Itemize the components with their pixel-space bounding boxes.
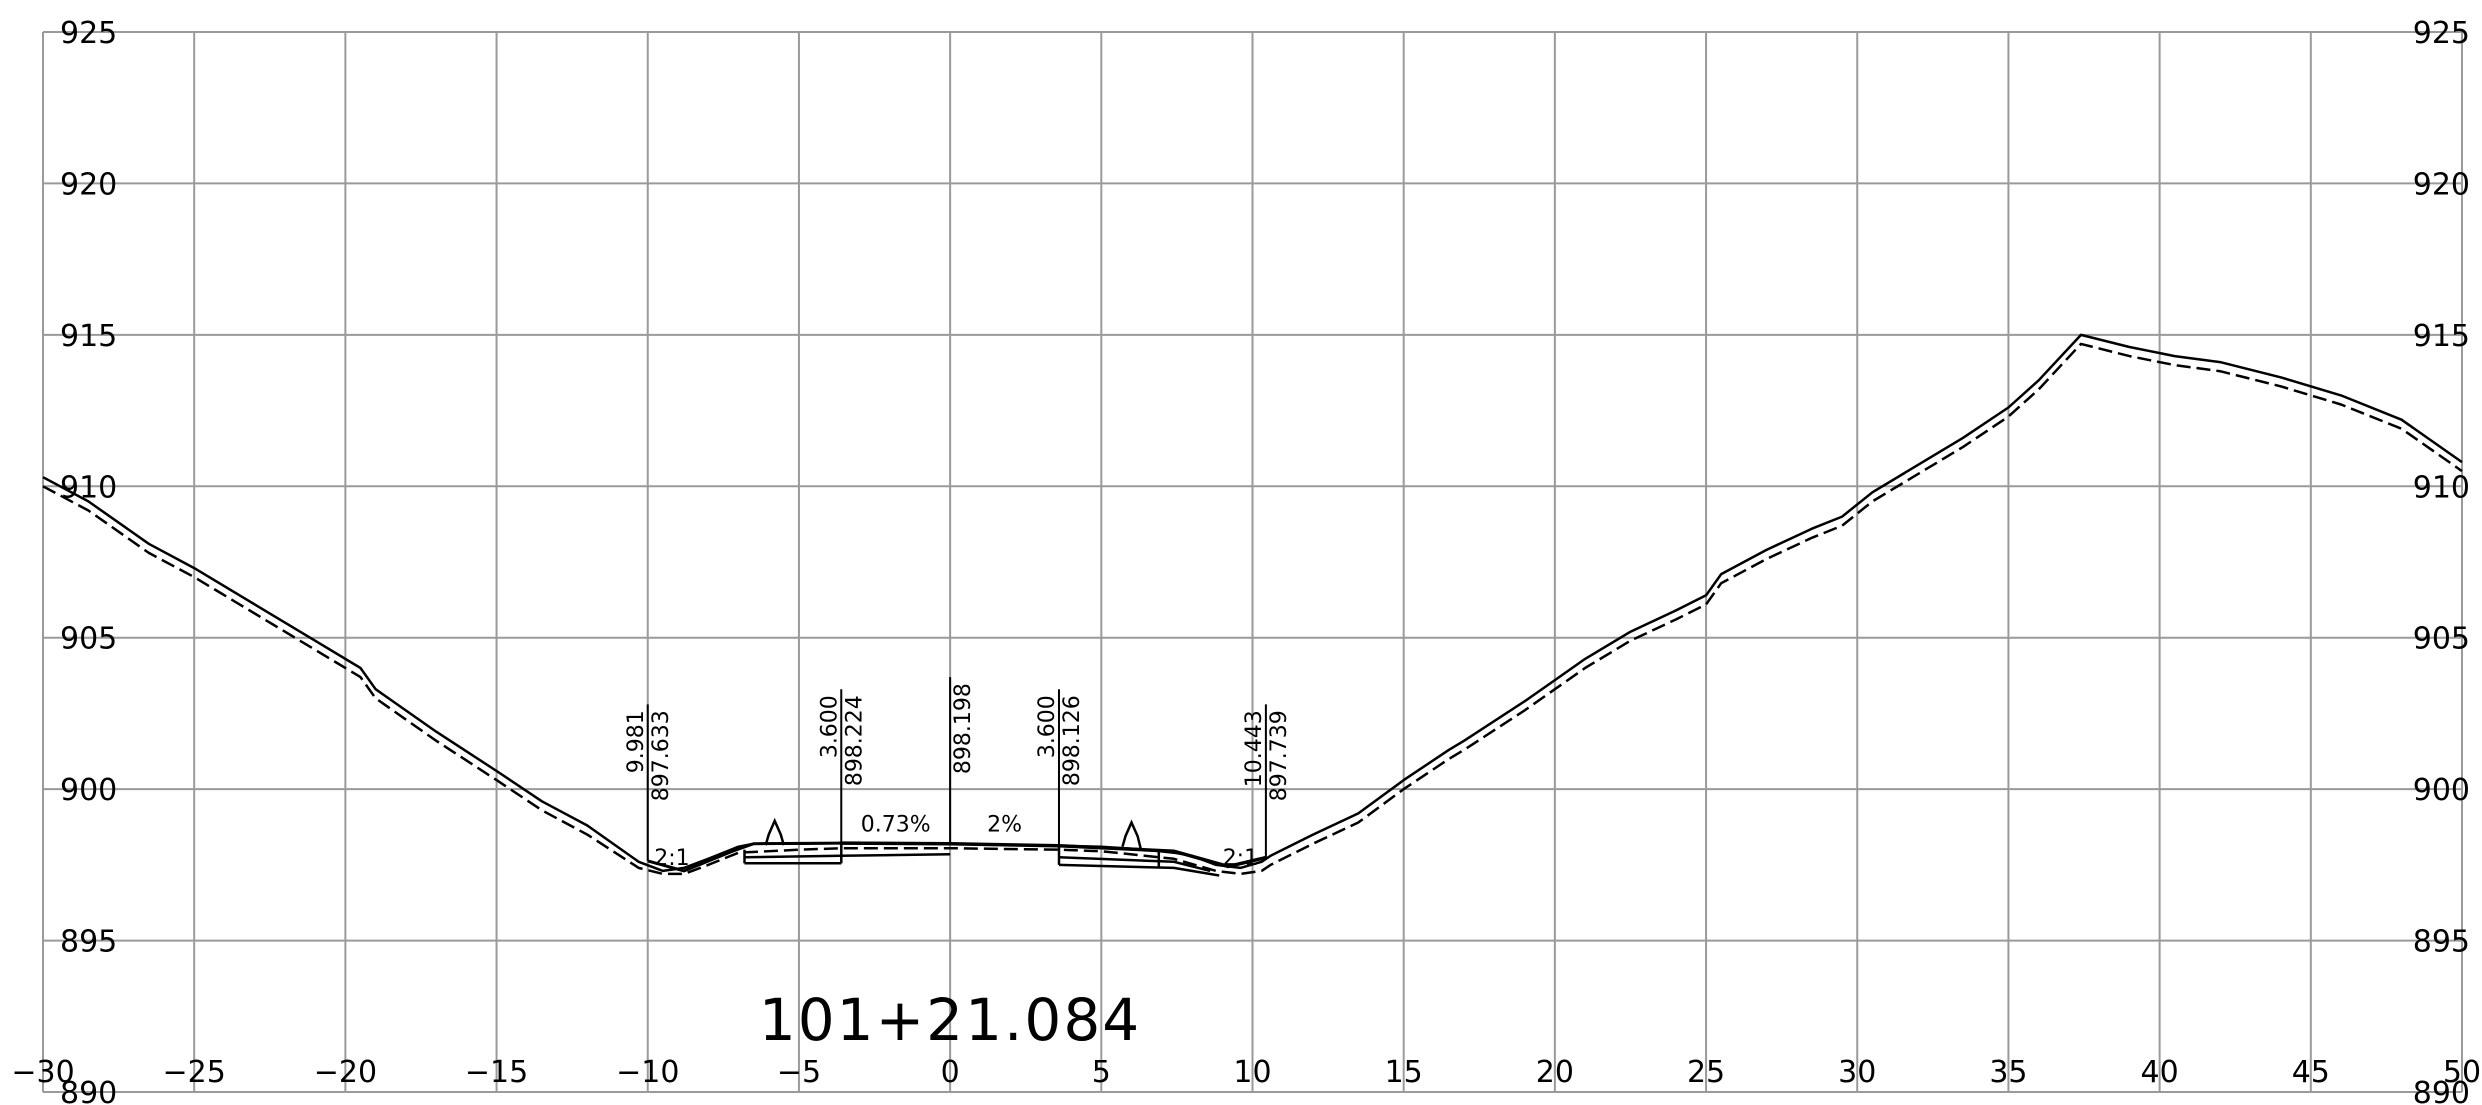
- y-tick-label-left: 900: [60, 773, 117, 808]
- offset-value: 3.600: [817, 695, 842, 758]
- offset-value: 10.443: [1242, 710, 1267, 787]
- y-tick-label-left: 915: [60, 319, 117, 354]
- elevation-value: 898.126: [1060, 695, 1085, 786]
- y-tick-label-right: 915: [2413, 319, 2470, 354]
- offset-callout: 3.600 898.126: [1035, 695, 1085, 786]
- slope-label: 2:1: [654, 846, 689, 871]
- x-tick-label: −20: [314, 1055, 377, 1090]
- slope-label: 2:1: [1223, 846, 1258, 871]
- existing-ground-line-dashed: [42, 342, 2463, 876]
- y-tick-label-left: 925: [60, 16, 117, 51]
- offset-value: 3.600: [1035, 695, 1060, 758]
- x-tick-label: 5: [1092, 1055, 1111, 1090]
- grid: [42, 31, 2463, 1093]
- y-tick-label-left: 895: [60, 925, 117, 960]
- elevation-value: 897.739: [1267, 710, 1292, 801]
- y-tick-label-right: 895: [2413, 925, 2470, 960]
- slope-label: 2%: [987, 813, 1022, 838]
- x-tick-label: 40: [2141, 1055, 2179, 1090]
- offset-value: 9.981: [624, 710, 649, 773]
- x-tick-label: −15: [465, 1055, 528, 1090]
- y-tick-label-right: 920: [2413, 167, 2470, 202]
- x-tick-label: 0: [941, 1055, 960, 1090]
- slope-label: 0.73%: [861, 813, 931, 838]
- x-tick-label: 20: [1536, 1055, 1574, 1090]
- pavement-layer-right: [1058, 856, 1211, 873]
- x-tick-label: 35: [1989, 1055, 2027, 1090]
- y-tick-label-left: 905: [60, 622, 117, 657]
- station-label: 101+21.084: [759, 986, 1141, 1054]
- offset-callout: 3.600 898.224: [817, 695, 867, 786]
- y-tick-label-right: 890: [2413, 1076, 2470, 1105]
- barrier-right: [1121, 819, 1142, 849]
- offset-callout: 9.981 897.633: [624, 710, 674, 801]
- x-tick-label: 45: [2292, 1055, 2330, 1090]
- annotations: 9.981 897.633 3.600 898.224 898.198 3.600 898.…: [624, 677, 1292, 871]
- x-tick-label: 15: [1385, 1055, 1423, 1090]
- existing-ground-line-solid: [42, 333, 2463, 873]
- x-tick-label: −10: [616, 1055, 679, 1090]
- x-tick-label: 25: [1687, 1055, 1725, 1090]
- y-tick-label-left: 920: [60, 167, 117, 202]
- offset-callout: 898.198: [951, 683, 976, 774]
- y-tick-label-right: 925: [2413, 16, 2470, 51]
- y-tick-label-right: 910: [2413, 470, 2470, 505]
- elevation-value: 898.224: [842, 695, 867, 786]
- ground-profile-lines: [42, 333, 2463, 876]
- y-tick-label-right: 905: [2413, 622, 2470, 657]
- x-tick-label: 10: [1233, 1055, 1271, 1090]
- pavement-base-right: [1058, 863, 1220, 877]
- x-tick-label: −30: [11, 1055, 74, 1090]
- tick-labels: −30 −25 −20 −15 −10 −5 0 5 10 15 20 25 30 35 40 45 50 925…: [11, 16, 2481, 1105]
- elevation-value: 898.198: [951, 683, 976, 774]
- x-tick-label: −5: [777, 1055, 821, 1090]
- y-tick-label-left: 890: [60, 1076, 117, 1105]
- x-tick-label: −25: [163, 1055, 226, 1090]
- barrier-left: [764, 817, 786, 846]
- x-tick-label: 30: [1838, 1055, 1876, 1090]
- elevation-value: 897.633: [649, 710, 674, 801]
- y-tick-label-right: 900: [2413, 773, 2470, 808]
- offset-callout: 10.443 897.739: [1242, 710, 1292, 801]
- x-tick-label: 50: [2443, 1055, 2481, 1090]
